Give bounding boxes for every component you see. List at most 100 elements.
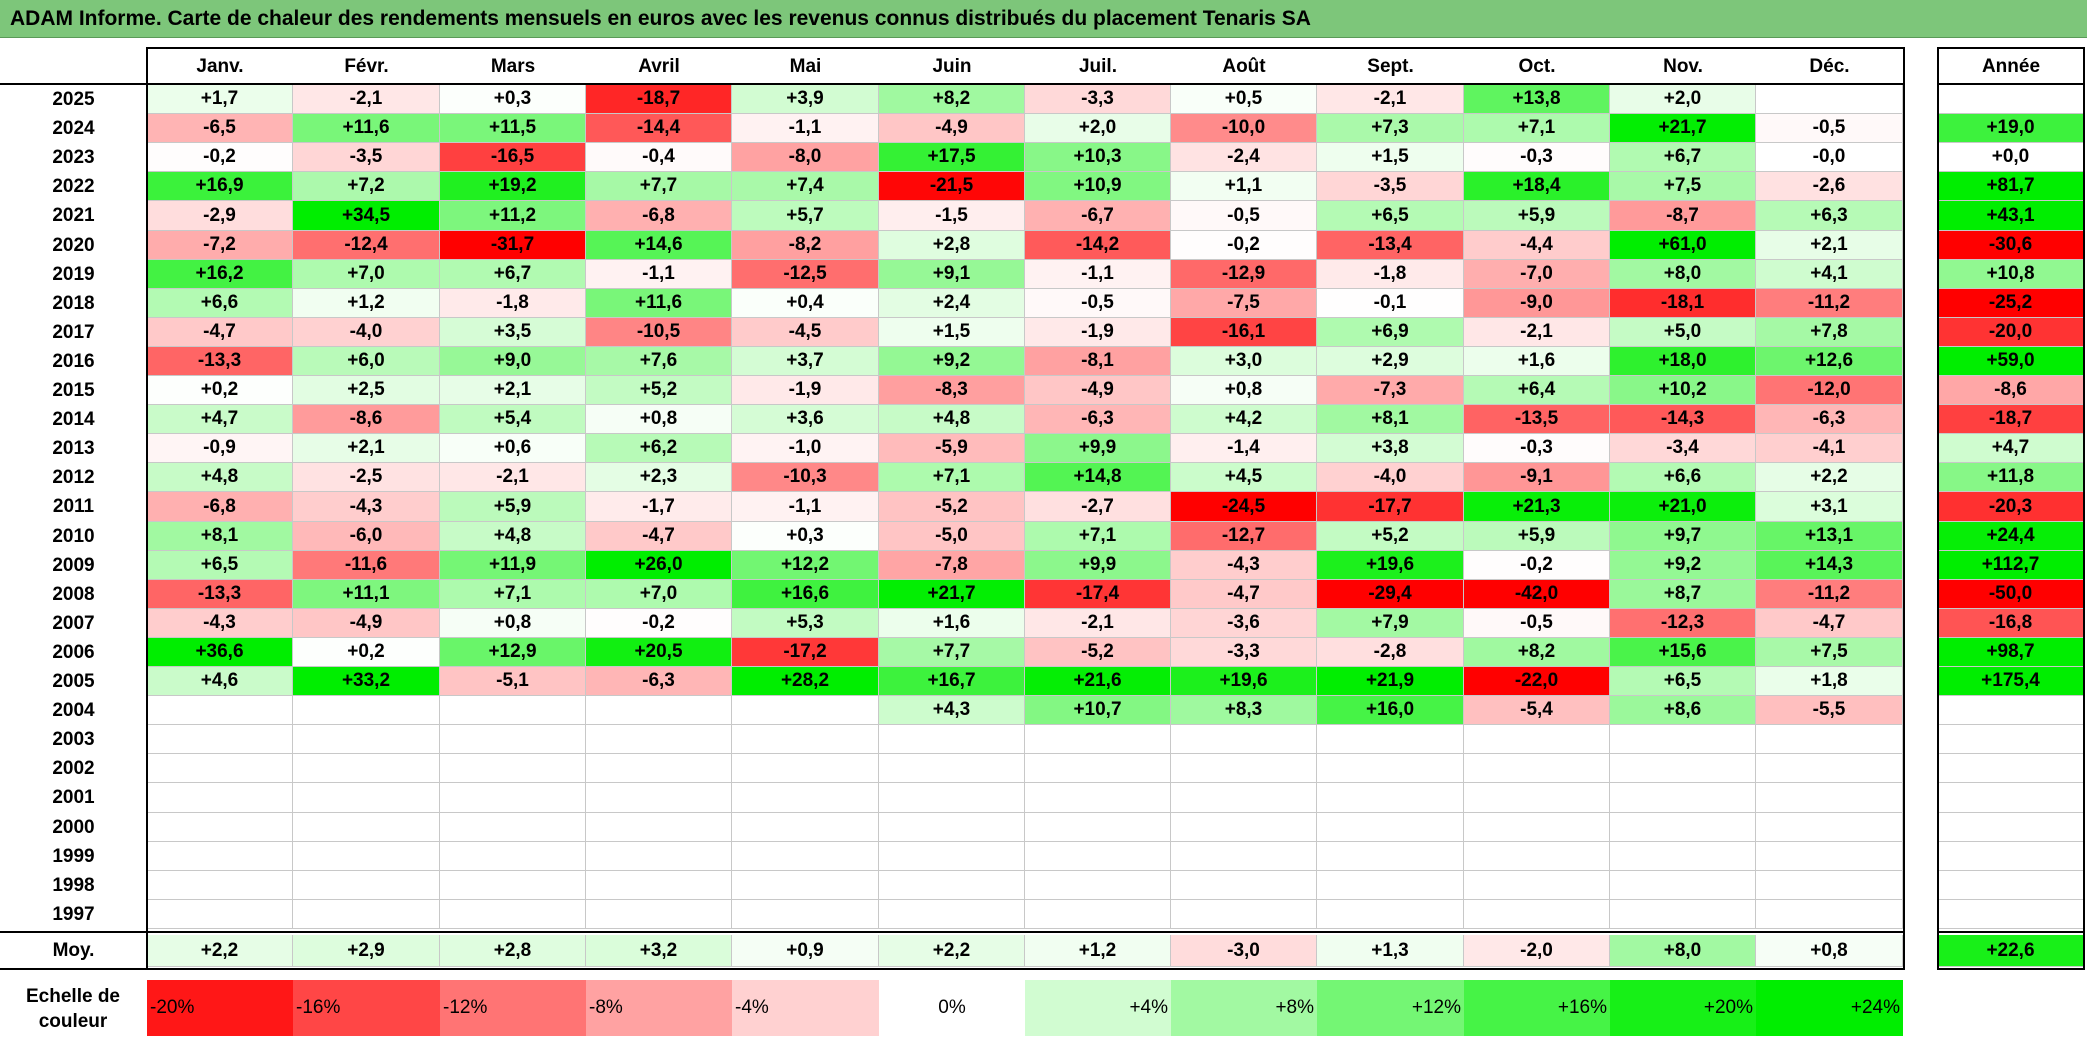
heatmap-cell: +3,1 [1756,492,1903,522]
heatmap-cell: -12,9 [1171,260,1317,289]
heatmap-cell: +9,9 [1025,551,1171,580]
heatmap-cell: -4,3 [293,492,440,522]
legend-swatch: +4% [1025,980,1171,1036]
heatmap-cell [1171,813,1317,842]
heatmap-cell: +21,7 [1610,114,1756,143]
heatmap-cell: +21,7 [879,580,1025,609]
heatmap-cell: +8,6 [1610,696,1756,725]
legend-label: Echelle de couleur [0,980,146,1037]
annual-cell [1938,725,2084,754]
annual-cell [1938,871,2084,900]
average-cell: +2,2 [879,935,1025,967]
heatmap-cell: +2,0 [1610,85,1756,114]
heatmap-cell: +6,2 [586,434,732,463]
average-separator-top [0,931,1904,933]
heatmap-cell: +16,7 [879,667,1025,696]
heatmap-cell: -18,1 [1610,289,1756,318]
heatmap-cell: +16,2 [147,260,293,289]
heatmap-cell: +0,4 [732,289,879,318]
heatmap-cell [879,813,1025,842]
heatmap-cell: +4,8 [879,405,1025,434]
heatmap-cell: -6,3 [1756,405,1903,434]
annual-cell: +0,0 [1938,143,2084,172]
heatmap-cell: +3,9 [732,85,879,114]
heatmap-cell: +0,3 [732,522,879,551]
heatmap-cell: +4,8 [147,463,293,492]
heatmap-cell: +6,6 [1610,463,1756,492]
heatmap-cell: -4,7 [586,522,732,551]
heatmap-cell: +4,2 [1171,405,1317,434]
heatmap-cell [1464,725,1610,754]
heatmap-cell [879,725,1025,754]
heatmap-cell: -0,3 [1464,143,1610,172]
annual-average-separator [1937,931,2085,933]
heatmap-cell: -0,2 [147,143,293,172]
month-header: Juil. [1078,55,1117,77]
year-label: 2022 [52,175,95,197]
heatmap-cell: +2,1 [293,434,440,463]
heatmap-cell: -13,3 [147,347,293,376]
heatmap-cell: +1,5 [1317,143,1464,172]
heatmap-cell: -5,4 [1464,696,1610,725]
heatmap-cell: -7,5 [1171,289,1317,318]
heatmap-cell: -1,0 [732,434,879,463]
heatmap-cell: -42,0 [1464,580,1610,609]
year-label: 2006 [52,641,95,663]
heatmap-cell [1756,842,1903,871]
heatmap-cell: -4,5 [732,318,879,347]
heatmap-cell [1464,842,1610,871]
heatmap-cell [732,842,879,871]
annual-cell: +4,7 [1938,434,2084,463]
chart-title: ADAM Informe. Carte de chaleur des rende… [10,7,1311,30]
heatmap-cell: -2,1 [440,463,586,492]
legend-swatch: -20% [147,980,293,1036]
legend-swatch: +16% [1464,980,1610,1036]
heatmap-cell: -7,0 [1464,260,1610,289]
heatmap-cell: -4,7 [147,318,293,347]
heatmap-cell: -17,4 [1025,580,1171,609]
heatmap-cell: +21,9 [1317,667,1464,696]
heatmap-cell: -6,5 [147,114,293,143]
heatmap-cell: -4,0 [293,318,440,347]
heatmap-cell [879,783,1025,813]
year-label: 1997 [52,903,95,925]
heatmap-cell [586,696,732,725]
heatmap-cell: -10,3 [732,463,879,492]
heatmap-cell: +6,0 [293,347,440,376]
heatmap-cell: -5,0 [879,522,1025,551]
heatmap-cell: -5,9 [879,434,1025,463]
average-cell: +3,2 [586,935,732,967]
heatmap-cell: +0,8 [586,405,732,434]
heatmap-cell: +19,2 [440,172,586,201]
annual-cell: +24,4 [1938,522,2084,551]
heatmap-cell [1610,871,1756,900]
heatmap-cell [1171,754,1317,783]
year-label: 2012 [52,466,95,488]
heatmap-cell: -6,7 [1025,201,1171,231]
heatmap-cell [1610,842,1756,871]
heatmap-cell: -12,4 [293,231,440,260]
month-header: Déc. [1809,55,1850,77]
annual-cell [1938,754,2084,783]
legend-swatch: +8% [1171,980,1317,1036]
heatmap-cell: -17,2 [732,638,879,667]
year-label: 2004 [52,699,95,721]
heatmap-cell: +9,9 [1025,434,1171,463]
heatmap-cell [440,813,586,842]
heatmap-cell: +0,5 [1171,85,1317,114]
heatmap-cell [879,900,1025,929]
heatmap-cell: +4,6 [147,667,293,696]
heatmap-cell [586,783,732,813]
heatmap-cell: +0,2 [147,376,293,405]
heatmap-cell: +4,3 [879,696,1025,725]
month-header: Mars [490,55,536,77]
heatmap-cell: -0,2 [1171,231,1317,260]
heatmap-cell: -12,3 [1610,609,1756,638]
heatmap-cell [147,725,293,754]
heatmap-cell: -3,3 [1025,85,1171,114]
heatmap-cell: -3,6 [1171,609,1317,638]
heatmap-cell: +12,6 [1756,347,1903,376]
heatmap-cell: +7,6 [586,347,732,376]
year-label: 2023 [52,146,95,168]
heatmap-cell: -12,7 [1171,522,1317,551]
